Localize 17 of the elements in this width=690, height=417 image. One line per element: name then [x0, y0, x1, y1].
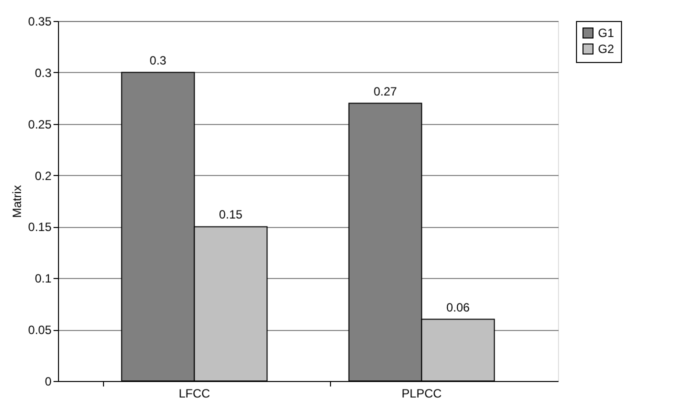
data-label: 0.3	[150, 53, 167, 68]
legend-label: G2	[598, 42, 614, 56]
x-tick-label: PLPCC	[402, 386, 442, 400]
data-label: 0.06	[446, 300, 470, 314]
y-tick-label: 0.3	[34, 66, 52, 80]
data-label: 0.15	[219, 208, 243, 222]
x-tick-label: LFCC	[178, 386, 210, 400]
y-tick-label: 0.15	[28, 220, 52, 234]
y-tick-label: 0.35	[28, 14, 52, 28]
y-tick-label: 0.2	[34, 168, 52, 183]
data-label: 0.27	[374, 84, 398, 98]
y-tick-label: 0.25	[28, 117, 52, 132]
y-tick-label: 0.1	[34, 272, 52, 286]
y-axis-title: Matrix	[10, 185, 24, 218]
legend-label: G1	[598, 26, 614, 40]
y-tick-label: 0.05	[28, 323, 52, 338]
y-tick-label: 0	[44, 374, 52, 388]
